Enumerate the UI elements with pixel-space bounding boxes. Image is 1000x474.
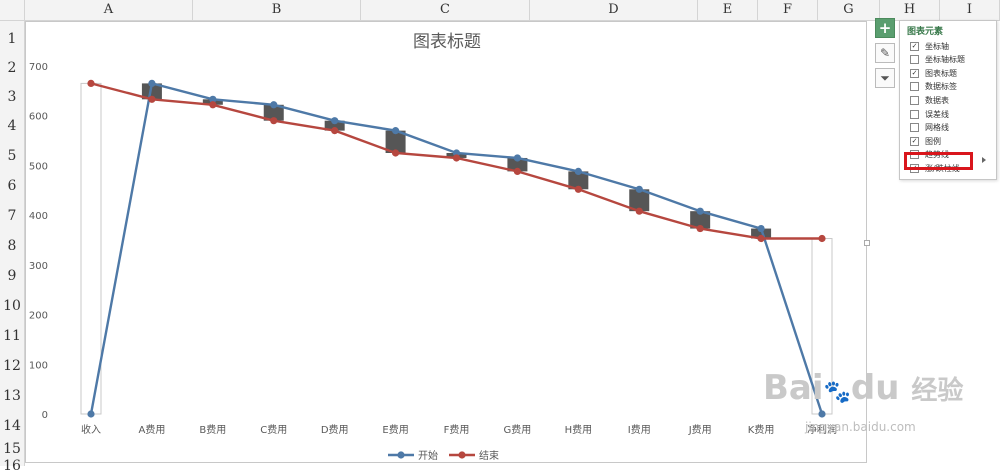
chart-element-option[interactable]: ✓ 图例 [910,135,941,147]
column-header-bar: A B C D E F G H I [0,0,1000,21]
row-header-7[interactable]: 7 [7,208,17,224]
row-header-5[interactable]: 5 [7,148,17,164]
brush-icon: ✎ [879,46,891,60]
chart-styles-button[interactable]: ✎ [875,43,895,63]
chart-element-option[interactable]: 坐标轴标题 [910,54,965,66]
checkbox[interactable]: ✓ [910,41,919,51]
row-header-12[interactable]: 12 [3,358,21,374]
column-header-d[interactable]: D [530,0,698,20]
watermark-brand: Bai [763,368,824,408]
checkbox[interactable] [910,55,919,65]
checkbox[interactable] [910,82,919,92]
chart-filters-button[interactable]: ⏷ [875,68,895,88]
baidu-watermark-logo: Bai🐾du 经验 [763,368,963,408]
row-header-8[interactable]: 8 [7,238,17,254]
column-header-g[interactable]: G [818,0,880,20]
plus-icon: + [878,19,892,37]
chart-element-option[interactable]: 数据表 [910,94,949,106]
row-header-2[interactable]: 2 [7,60,17,76]
watermark-cn: 经验 [911,376,964,406]
row-header-14[interactable]: 14 [3,418,21,434]
row-header-13[interactable]: 13 [3,388,21,404]
column-header-i[interactable]: I [940,0,1000,20]
column-header-h[interactable]: H [880,0,940,20]
row-header-1[interactable]: 1 [7,31,17,47]
row-header-16[interactable]: 16 [3,458,21,474]
column-header-corner[interactable] [0,0,25,20]
chart-element-option[interactable]: 数据标签 [910,81,957,93]
row-header-3[interactable]: 3 [7,89,17,105]
chart-element-option[interactable]: 网格线 [910,122,949,134]
chart-element-option[interactable]: ✓ 坐标轴 [910,40,949,52]
checkbox[interactable] [910,123,919,133]
row-header-10[interactable]: 10 [3,298,21,314]
column-header-f[interactable]: F [758,0,818,20]
row-header-15[interactable]: 15 [3,441,21,457]
chart-element-option[interactable]: ✓ 图表标题 [910,67,957,79]
watermark-du: du [850,368,900,408]
row-header-11[interactable]: 11 [3,328,21,344]
option-label: 图例 [925,136,941,146]
option-label: 坐标轴标题 [925,55,965,65]
row-header-4[interactable]: 4 [7,118,17,134]
submenu-arrow-icon[interactable] [982,157,986,163]
checkbox[interactable] [910,109,919,119]
column-header-c[interactable]: C [361,0,530,20]
chart-area[interactable] [25,21,867,463]
option-label: 网格线 [925,123,949,133]
chart-element-option[interactable]: 误差线 [910,108,949,120]
updown-bars-highlight [904,152,973,170]
option-label: 坐标轴 [925,41,949,51]
option-label: 图表标题 [925,68,957,78]
row-header-9[interactable]: 9 [7,268,17,284]
option-label: 数据表 [925,95,949,105]
panel-title: 图表元素 [907,27,944,37]
checkbox[interactable] [910,95,919,105]
checkbox[interactable]: ✓ [910,136,919,146]
row-header-6[interactable]: 6 [7,178,17,194]
option-label: 数据标签 [925,82,957,92]
chart-resize-handle[interactable] [864,240,870,246]
column-header-e[interactable]: E [698,0,758,20]
option-label: 误差线 [925,109,949,119]
filter-icon: ⏷ [880,70,890,85]
watermark-url: jingyan.baidu.com [805,420,916,434]
row-header-bar: 1 2 3 4 5 6 7 8 9 10 11 12 13 14 15 16 [0,21,25,474]
column-header-a[interactable]: A [25,0,193,20]
column-header-b[interactable]: B [193,0,361,20]
chart-elements-button[interactable]: + [875,18,895,38]
paw-icon: 🐾 [823,380,851,405]
checkbox[interactable]: ✓ [910,68,919,78]
